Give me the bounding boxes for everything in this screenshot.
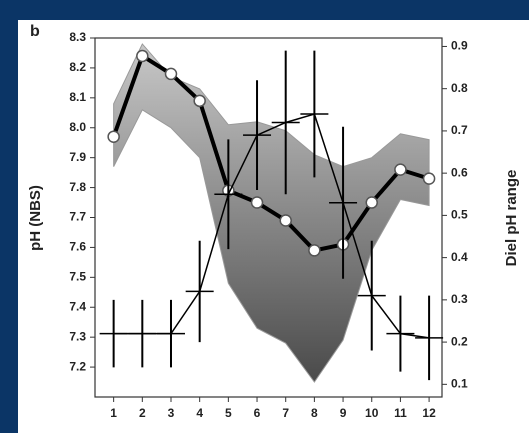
page: b pH (NBS) Diel pH range 7.2 7.3 7.4 7.5 7.6… <box>0 0 529 433</box>
data-point <box>424 173 435 184</box>
y-tick-label: 7.5 <box>69 270 86 284</box>
y-tick-label: 8.2 <box>69 60 86 74</box>
data-point <box>366 197 377 208</box>
x-tick-label: 1 <box>110 406 117 420</box>
data-point <box>395 164 406 175</box>
data-point <box>137 50 148 61</box>
y2-tick-label: 0.3 <box>451 292 468 306</box>
y-tick-label: 7.7 <box>69 210 86 224</box>
x-tick-label: 7 <box>282 406 289 420</box>
x-tick-label: 5 <box>225 406 232 420</box>
data-point <box>309 245 320 256</box>
x-tick-label: 10 <box>365 406 379 420</box>
y-tick-label: 7.9 <box>69 150 86 164</box>
data-point <box>252 197 263 208</box>
data-point <box>280 215 291 226</box>
y-tick-label: 7.2 <box>69 359 86 373</box>
y2-tick-label: 0.8 <box>451 81 468 95</box>
x-tick-label: 3 <box>168 406 175 420</box>
y2-tick-label: 0.6 <box>451 165 468 179</box>
x-tick-label: 9 <box>340 406 347 420</box>
y-tick-label: 7.6 <box>69 240 86 254</box>
x-tick-label: 4 <box>196 406 203 420</box>
y-tick-label: 8.0 <box>69 120 86 134</box>
x-tick-label: 12 <box>422 406 436 420</box>
y-tick-label: 7.4 <box>69 299 86 313</box>
x-tick-label: 2 <box>139 406 146 420</box>
data-point <box>108 131 119 142</box>
data-point <box>194 95 205 106</box>
y2-tick-label: 0.5 <box>451 208 468 222</box>
chart: b pH (NBS) Diel pH range 7.2 7.3 7.4 7.5 7.6… <box>0 0 529 433</box>
x-tick-label: 11 <box>394 406 407 420</box>
panel-label: b <box>30 23 40 40</box>
x-tick-label: 6 <box>254 406 261 420</box>
y-tick-label: 8.1 <box>69 90 86 104</box>
y-tick-label: 8.3 <box>69 30 86 44</box>
y2-tick-label: 0.1 <box>451 377 468 391</box>
data-point <box>165 68 176 79</box>
y-axis-label: pH (NBS) <box>27 185 44 251</box>
y2-tick-label: 0.9 <box>451 39 468 53</box>
y2-axis-label: Diel pH range <box>503 170 520 267</box>
y2-tick-label: 0.4 <box>451 250 468 264</box>
y-tick-label: 7.3 <box>69 329 86 343</box>
y2-tick-label: 0.2 <box>451 334 468 348</box>
y2-tick-label: 0.7 <box>451 123 468 137</box>
x-tick-label: 8 <box>311 406 318 420</box>
y-tick-label: 7.8 <box>69 180 86 194</box>
